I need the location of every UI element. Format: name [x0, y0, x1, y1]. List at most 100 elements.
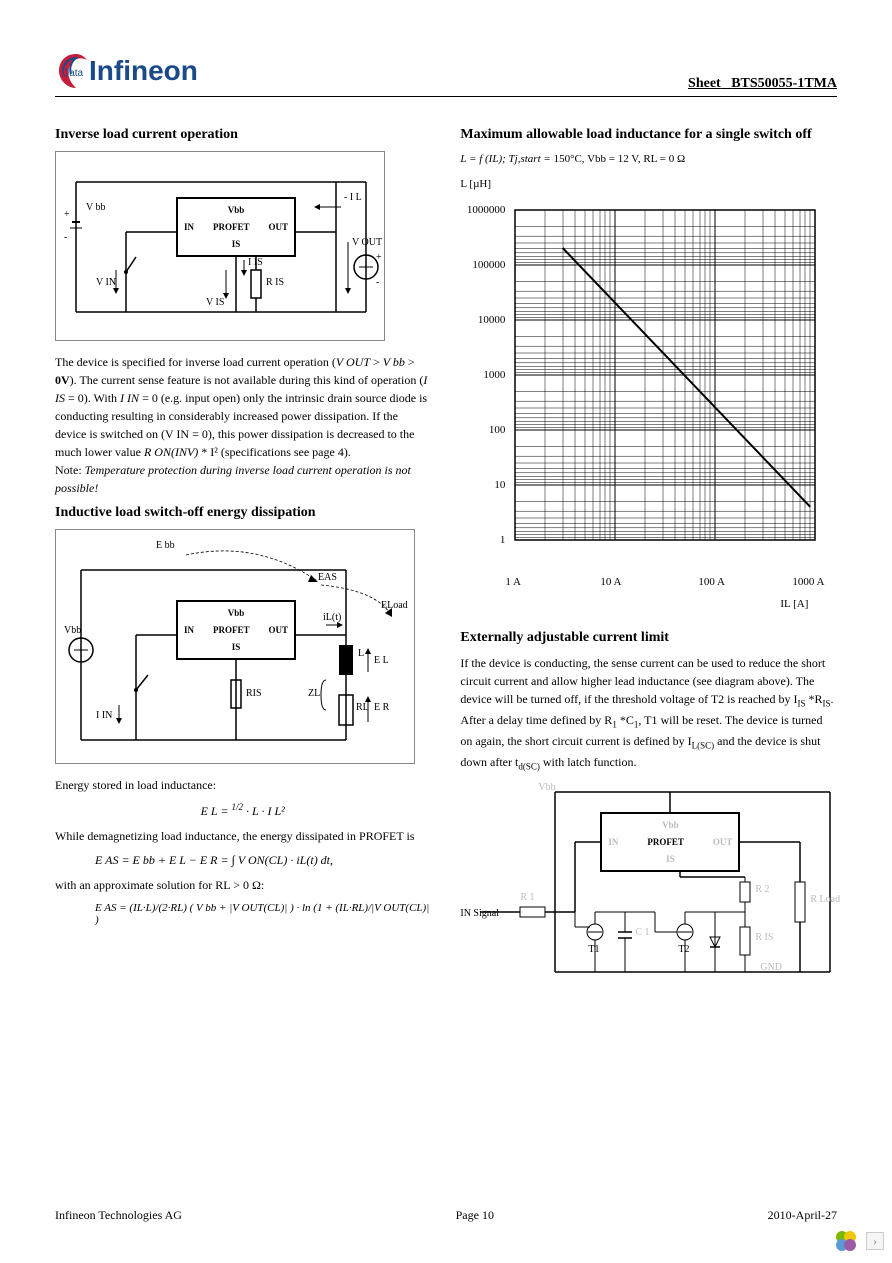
- right-column: Maximum allowable load inductance for a …: [460, 127, 835, 994]
- left-column: Inverse load current operation + -: [55, 127, 430, 994]
- ytick-100: 100: [489, 424, 506, 436]
- x-axis-title: IL [A]: [780, 598, 808, 610]
- profet-chip-2: Vbb IN PROFET OUT IS: [176, 600, 296, 660]
- c2-eload: ELoad: [381, 600, 408, 611]
- chart-svg: [460, 200, 830, 570]
- header-part-label: Sheet BTS50055-1TMA: [688, 76, 837, 92]
- flower-icon: [832, 1227, 860, 1255]
- c2-rl: RL: [356, 702, 369, 713]
- c2-l: L: [358, 648, 364, 659]
- c2-ext-vbb: Vbb: [64, 625, 81, 636]
- c3-r2: R 2: [755, 884, 769, 895]
- c2-is: IS: [232, 642, 241, 652]
- c1-is: IS: [232, 239, 241, 249]
- c1-ext-iis: I IS: [248, 257, 263, 268]
- c3-ris: R IS: [755, 932, 773, 943]
- c1-ext-il: - I L: [344, 192, 362, 203]
- profet-chip-1: Vbb IN PROFET OUT IS: [176, 197, 296, 257]
- xtick-10: 10 A: [600, 576, 621, 588]
- page-header: Data Infineon Sheet BTS50055-1TMA: [55, 50, 837, 97]
- para4: with an approximate solution for RL > 0 …: [55, 876, 430, 894]
- content-columns: Inverse load current operation + -: [55, 127, 837, 994]
- c2-out: OUT: [268, 625, 288, 635]
- c3-vbb: Vbb: [662, 820, 679, 830]
- c2-zl: ZL: [308, 688, 320, 699]
- svg-text:+: +: [64, 209, 70, 220]
- section1-title: Inverse load current operation: [55, 127, 430, 143]
- ytick-1000000: 1000000: [467, 204, 506, 216]
- c1-in: IN: [184, 222, 194, 232]
- ytick-1000: 1000: [483, 369, 505, 381]
- c1-minus: -: [376, 277, 379, 288]
- c3-c1: C 1: [635, 927, 649, 938]
- c3-t1: T1: [588, 944, 599, 955]
- circuit-inductive-load: Vbb IN PROFET OUT IS E bb Vbb EAS ELoad …: [55, 529, 415, 764]
- c2-ris: RIS: [246, 688, 262, 699]
- c2-iin: I IN: [96, 710, 112, 721]
- c1-ext-vin: V IN: [96, 277, 116, 288]
- c1-profet: PROFET: [213, 222, 250, 232]
- para1: The device is specified for inverse load…: [55, 353, 430, 497]
- y-axis-title: L [µH]: [460, 176, 835, 193]
- ytick-10: 10: [494, 479, 505, 491]
- c1-ext-vbb: V bb: [86, 202, 106, 213]
- ytick-10000: 10000: [478, 314, 506, 326]
- c1-plus: +: [376, 252, 382, 263]
- c2-vbb: Vbb: [228, 608, 245, 618]
- svg-text:-: -: [64, 232, 67, 243]
- c2-profet: PROFET: [213, 625, 250, 635]
- c2-er: E R: [374, 702, 389, 713]
- c1-vbb: Vbb: [228, 205, 245, 215]
- c2-eas: EAS: [318, 572, 337, 583]
- c2-el: E L: [374, 655, 389, 666]
- c3-gnd: GND: [760, 962, 782, 973]
- circuit-inverse-load: + -: [55, 151, 385, 341]
- circuit-current-limit: Vbb IN PROFET OUT IS Vbb R 1 IN Signal T…: [460, 782, 840, 982]
- c3-is: IS: [666, 854, 675, 864]
- logo-data-text: Data: [62, 68, 83, 79]
- para2: Energy stored in load inductance:: [55, 776, 430, 794]
- logo-block: Data Infineon: [55, 50, 198, 92]
- footer-date: 2010-April-27: [768, 1208, 837, 1223]
- ytick-100000: 100000: [472, 259, 505, 271]
- formula-eas-approx: E AS = (IL·L)/(2·RL) ( V bb + |V OUT(CL)…: [95, 902, 430, 926]
- inductance-chart: 1 10 100 1000 10000 100000 1000000 1 A 1…: [460, 200, 830, 570]
- section2-title: Inductive load switch-off energy dissipa…: [55, 505, 430, 521]
- footer-company: Infineon Technologies AG: [55, 1208, 182, 1223]
- c3-in: IN: [608, 837, 618, 847]
- c3-t2: T2: [678, 944, 689, 955]
- section3-title: Maximum allowable load inductance for a …: [460, 127, 835, 143]
- corner-widget: ›: [832, 1227, 884, 1255]
- chevron-right-icon: ›: [873, 1234, 877, 1249]
- c3-in-signal: IN Signal: [460, 908, 499, 919]
- c3-rload: R Load: [810, 894, 840, 905]
- part-number: BTS50055-1TMA: [731, 76, 837, 91]
- para3: While demagnetizing load inductance, the…: [55, 827, 430, 845]
- page-footer: Infineon Technologies AG Page 10 2010-Ap…: [55, 1208, 837, 1223]
- c3-r1: R 1: [520, 892, 534, 903]
- chart-conditions: L = f (IL); Tj,start = 150°C, Vbb = 12 V…: [460, 151, 835, 168]
- xtick-1000: 1000 A: [792, 576, 824, 588]
- formula-el: E L = 1/2 · L · I L²: [55, 802, 430, 819]
- footer-page: Page 10: [456, 1208, 494, 1223]
- c2-in: IN: [184, 625, 194, 635]
- xtick-100: 100 A: [698, 576, 725, 588]
- xtick-1: 1 A: [505, 576, 521, 588]
- c1-ext-ris: R IS: [266, 277, 284, 288]
- profet-chip-3: Vbb IN PROFET OUT IS: [600, 812, 740, 872]
- logo-brand-text: Infineon: [89, 55, 198, 87]
- sheet-label: Sheet: [688, 76, 721, 91]
- c1-ext-vis: V IS: [206, 297, 224, 308]
- next-page-button[interactable]: ›: [866, 1232, 884, 1250]
- c2-il: iL(t): [323, 612, 341, 623]
- c1-ext-vout: V OUT: [352, 237, 382, 248]
- formula-eas: E AS = E bb + E L − E R = ∫ V ON(CL) · i…: [95, 853, 430, 868]
- para5: If the device is conducting, the sense c…: [460, 654, 835, 774]
- c3-out: OUT: [713, 837, 733, 847]
- ytick-1: 1: [500, 534, 506, 546]
- section4-title: Externally adjustable current limit: [460, 630, 835, 646]
- c2-ebb: E bb: [156, 540, 175, 551]
- c3-profet: PROFET: [647, 837, 684, 847]
- c3-ext-vbb: Vbb: [538, 782, 555, 793]
- c1-out: OUT: [268, 222, 288, 232]
